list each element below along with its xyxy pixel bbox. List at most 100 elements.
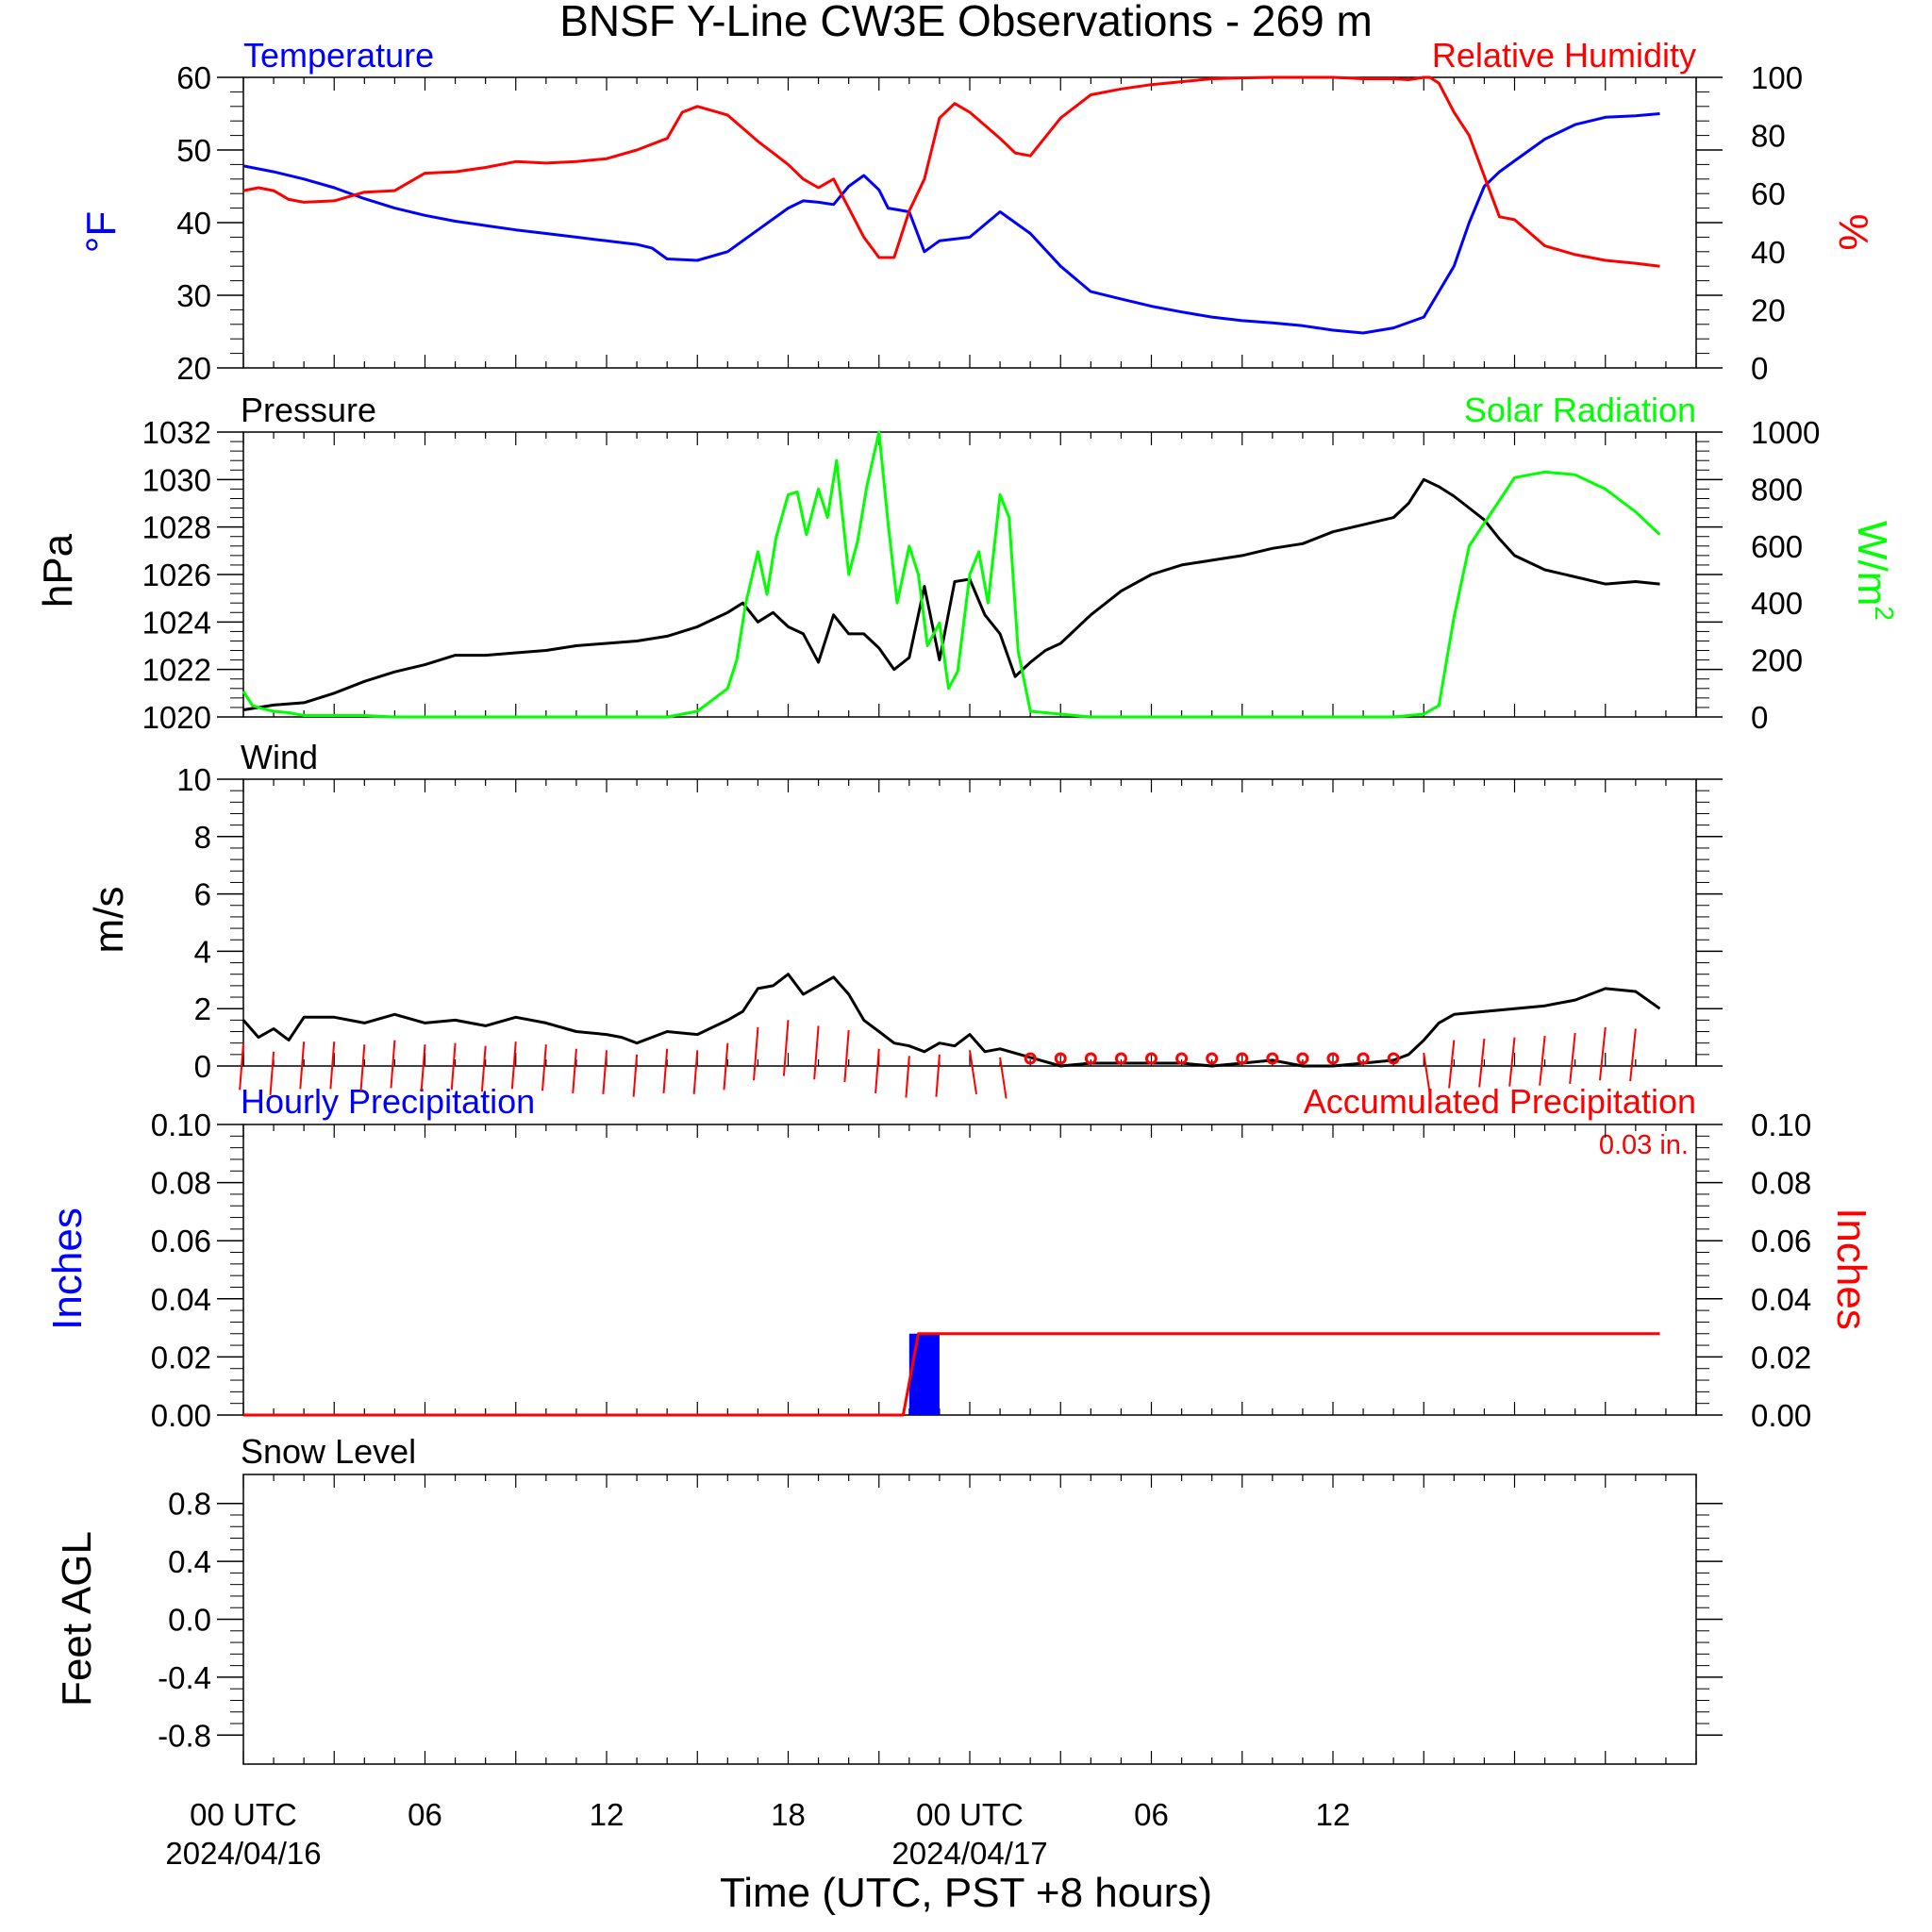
calm-wind-circle [1266, 1052, 1279, 1065]
wind-barb [1478, 1039, 1486, 1088]
x-axis-label: Time (UTC, PST +8 hours) [720, 1870, 1212, 1916]
x-tick-label: 00 UTC [190, 1797, 297, 1832]
x-tick-label: 12 [590, 1797, 625, 1832]
y-tick-label-right: 0.08 [1751, 1166, 1811, 1201]
y-tick-label: 6 [194, 877, 211, 912]
pressure-title: Pressure [241, 391, 376, 429]
calm-wind-circle [1114, 1052, 1127, 1065]
x-tick-date: 2024/04/17 [891, 1836, 1047, 1871]
y-tick-label: 0.00 [151, 1398, 211, 1433]
relative-humidity-line [242, 75, 1660, 268]
y-tick-label: 1032 [142, 415, 211, 450]
y-tick-label-right: 400 [1751, 586, 1803, 621]
y-tick-label-right: 40 [1751, 235, 1786, 270]
wind-panel: Wind m/s [86, 738, 318, 953]
y-tick-label: 8 [194, 820, 211, 855]
chart-title: BNSF Y-Line CW3E Observations - 269 m [559, 0, 1373, 45]
y-tick-label: 1028 [142, 510, 211, 545]
precipitation-panel: Hourly Precipitation Accumulated Precipi… [44, 1082, 1874, 1330]
accum-precip-title: Accumulated Precipitation [1304, 1082, 1696, 1121]
wind-barb [329, 1041, 336, 1090]
calm-wind-circle [1175, 1052, 1189, 1065]
y-tick-label: 0.06 [151, 1224, 211, 1258]
y-tick-label: 60 [176, 60, 211, 95]
wind-barb [935, 1054, 941, 1097]
calm-wind-circle [1357, 1052, 1370, 1065]
wind-barb [390, 1040, 396, 1089]
calm-wind-circle [1084, 1052, 1097, 1065]
wind-barb [299, 1041, 306, 1090]
x-tick-date: 2024/04/16 [165, 1836, 321, 1871]
y-tick-label-right: 0.02 [1751, 1340, 1811, 1374]
y-tick-label-right: 0.06 [1751, 1224, 1811, 1258]
wind-barb [1539, 1035, 1546, 1086]
wind-barb [480, 1045, 487, 1092]
y-tick-label-right: 0.04 [1751, 1282, 1811, 1317]
wind-barb [999, 1057, 1008, 1099]
pressure-solar-panel: Pressure Solar Radiation hPa W/m2 [35, 391, 1899, 621]
y-tick-label-right: 0 [1751, 351, 1768, 386]
wind-barb [662, 1048, 669, 1094]
y-tick-label: 1024 [142, 605, 211, 640]
accumulated-precipitation-line [243, 1332, 1660, 1417]
y-tick-label: 2 [194, 991, 211, 1026]
wind-barb [692, 1050, 699, 1094]
solar-axis-label: W/m2 [1849, 521, 1899, 621]
x-tick-label: 06 [1134, 1797, 1169, 1832]
solar-title: Solar Radiation [1464, 391, 1696, 429]
wind-barb [843, 1029, 850, 1083]
wind-barb [450, 1042, 457, 1091]
x-tick-label: 06 [408, 1797, 442, 1832]
y-tick-label-right: 0.10 [1751, 1108, 1811, 1142]
x-tick-label: 18 [771, 1797, 806, 1832]
wind-barb [1423, 1053, 1432, 1096]
y-tick-label: 0.02 [151, 1340, 211, 1374]
wind-barb [269, 1051, 275, 1095]
y-tick-label: -0.4 [158, 1660, 211, 1695]
y-tick-label: 1030 [142, 462, 211, 497]
temperature-line [242, 112, 1660, 335]
y-tick-label: 40 [176, 206, 211, 241]
wind-line [242, 973, 1661, 1068]
calm-wind-circle [1296, 1052, 1309, 1065]
calm-wind-circle [1236, 1052, 1249, 1065]
calm-wind-circle [1024, 1052, 1037, 1065]
humidity-axis-label: % [1830, 213, 1876, 250]
wind-barb [541, 1044, 547, 1091]
y-tick-label: 0.4 [168, 1544, 211, 1579]
solar-axis-unit: W/m [1849, 521, 1895, 606]
y-tick-label: 1026 [142, 558, 211, 592]
wind-barb [420, 1044, 426, 1091]
wind-barb [905, 1056, 910, 1098]
y-tick-label: 10 [176, 762, 211, 797]
wind-barb [510, 1041, 517, 1090]
panel-frame [242, 778, 1697, 1067]
solar-radiation-line [242, 430, 1661, 719]
panel-2-marks [217, 431, 1723, 718]
y-tick-label-right: 200 [1751, 643, 1803, 678]
wind-axis-label: m/s [86, 887, 132, 954]
wind-barb [1598, 1026, 1607, 1081]
precip-axis-label: Inches [44, 1208, 91, 1330]
panel-5-marks [217, 1474, 1723, 1765]
wind-barb [813, 1025, 820, 1080]
solar-axis-superscript: 2 [1870, 606, 1899, 621]
y-tick-label-right: 0.00 [1751, 1398, 1811, 1433]
temperature-title: Temperature [243, 36, 434, 75]
snow-level-axis-label: Feet AGL [54, 1531, 100, 1707]
y-tick-label-right: 80 [1751, 119, 1786, 154]
wind-barb [572, 1048, 577, 1094]
precip-bar [908, 1333, 940, 1415]
y-tick-label: 30 [176, 278, 211, 313]
calm-wind-circle [1145, 1052, 1158, 1065]
y-tick-label: 1022 [142, 653, 211, 688]
wind-barb [969, 1050, 977, 1095]
wind-barb [1508, 1037, 1516, 1087]
snow-level-title: Snow Level [241, 1432, 416, 1471]
y-tick-label: 0.8 [168, 1487, 211, 1522]
y-tick-label: 1020 [142, 700, 211, 735]
y-tick-label: 0 [194, 1049, 211, 1084]
x-tick-label: 12 [1316, 1797, 1351, 1832]
y-tick-label-right: 0 [1751, 700, 1768, 735]
